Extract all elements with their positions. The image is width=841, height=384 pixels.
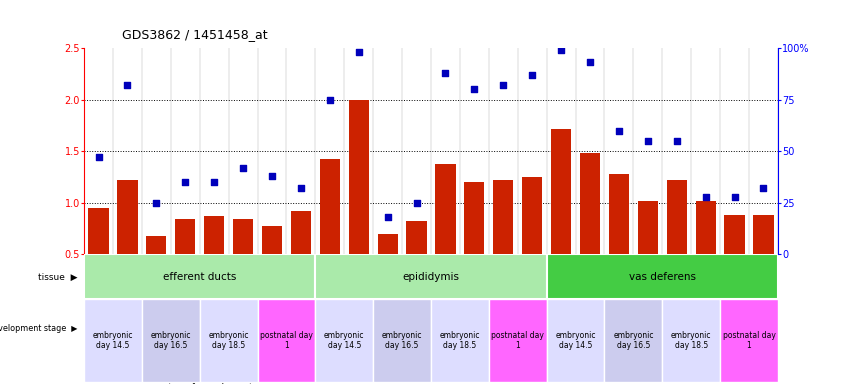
Bar <box>489 300 547 382</box>
Point <box>584 60 597 66</box>
Bar <box>547 255 778 300</box>
Text: embryonic
day 16.5: embryonic day 16.5 <box>151 331 191 351</box>
Bar <box>233 219 253 255</box>
Point <box>496 82 510 88</box>
Bar <box>696 201 716 255</box>
Bar <box>667 180 687 255</box>
Bar <box>315 300 373 382</box>
Bar <box>291 211 311 255</box>
Bar <box>373 300 431 382</box>
Text: embryonic
day 18.5: embryonic day 18.5 <box>440 331 480 351</box>
Point <box>381 214 394 220</box>
Text: epididymis: epididymis <box>403 272 459 282</box>
Bar <box>464 182 484 255</box>
Bar <box>204 216 225 255</box>
Bar <box>605 300 663 382</box>
Text: ■ transformed count: ■ transformed count <box>157 383 252 384</box>
Point <box>641 138 654 144</box>
Text: embryonic
day 14.5: embryonic day 14.5 <box>93 331 133 351</box>
Bar <box>320 159 340 255</box>
Bar <box>580 153 600 255</box>
Text: postnatal day
1: postnatal day 1 <box>491 331 544 351</box>
Bar <box>200 300 257 382</box>
Text: GDS3862 / 1451458_at: GDS3862 / 1451458_at <box>122 28 267 41</box>
Text: embryonic
day 18.5: embryonic day 18.5 <box>209 331 249 351</box>
Text: embryonic
day 18.5: embryonic day 18.5 <box>671 331 711 351</box>
Bar <box>378 234 398 255</box>
Text: efferent ducts: efferent ducts <box>163 272 236 282</box>
Point <box>265 173 278 179</box>
Point <box>121 82 135 88</box>
Point <box>294 185 308 192</box>
Text: development stage  ▶: development stage ▶ <box>0 324 77 333</box>
Point <box>352 49 366 55</box>
Point <box>208 179 221 185</box>
Bar <box>175 219 195 255</box>
Bar <box>88 208 108 255</box>
Point <box>410 200 423 206</box>
Text: embryonic
day 14.5: embryonic day 14.5 <box>555 331 595 351</box>
Point <box>92 154 105 161</box>
Bar <box>637 201 658 255</box>
Point <box>526 72 539 78</box>
Text: postnatal day
1: postnatal day 1 <box>260 331 313 351</box>
Text: tissue  ▶: tissue ▶ <box>38 273 77 281</box>
Bar <box>118 180 138 255</box>
Bar <box>406 222 426 255</box>
Bar <box>431 300 489 382</box>
Point <box>178 179 192 185</box>
Bar <box>663 300 720 382</box>
Bar <box>349 99 369 255</box>
Point <box>323 96 336 103</box>
Bar <box>315 255 547 300</box>
Bar <box>720 300 778 382</box>
Point <box>554 47 568 53</box>
Point <box>727 194 741 200</box>
Point <box>612 127 626 134</box>
Point <box>670 138 684 144</box>
Bar <box>262 225 282 255</box>
Text: embryonic
day 16.5: embryonic day 16.5 <box>613 331 653 351</box>
Bar <box>551 129 571 255</box>
Bar <box>84 300 142 382</box>
Point <box>236 165 250 171</box>
Bar <box>146 236 167 255</box>
Bar <box>436 164 456 255</box>
Bar <box>84 255 315 300</box>
Point <box>468 86 481 93</box>
Bar <box>493 180 513 255</box>
Bar <box>257 300 315 382</box>
Bar <box>522 177 542 255</box>
Bar <box>609 174 629 255</box>
Bar <box>724 215 744 255</box>
Bar <box>142 300 200 382</box>
Point <box>150 200 163 206</box>
Text: vas deferens: vas deferens <box>629 272 696 282</box>
Point <box>439 70 452 76</box>
Text: postnatal day
1: postnatal day 1 <box>722 331 775 351</box>
Bar <box>547 300 605 382</box>
Point <box>757 185 770 192</box>
Text: embryonic
day 16.5: embryonic day 16.5 <box>382 331 422 351</box>
Text: embryonic
day 14.5: embryonic day 14.5 <box>324 331 364 351</box>
Bar <box>754 215 774 255</box>
Point <box>699 194 712 200</box>
